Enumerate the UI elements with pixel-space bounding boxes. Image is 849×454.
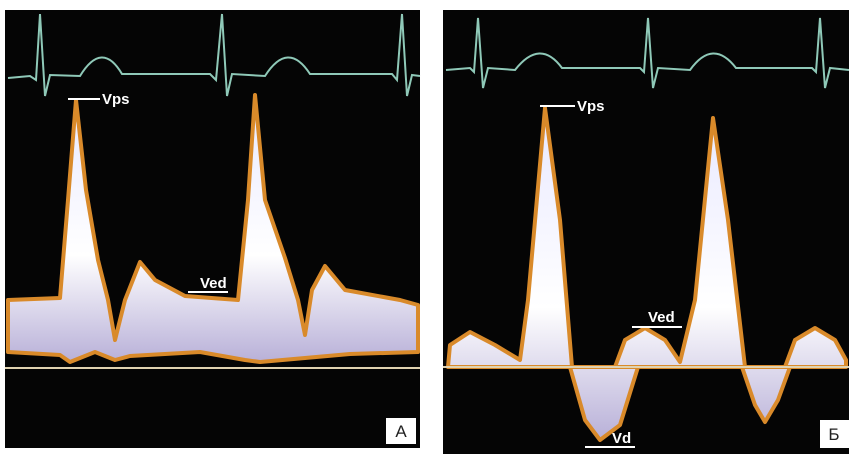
panel-letter: Б <box>828 425 839 444</box>
ved-label: Ved <box>200 275 227 292</box>
letter-box <box>820 420 849 448</box>
ecg-trace <box>445 17 849 89</box>
spectral-waveform <box>6 93 420 364</box>
panel-b: Vps Ved Vd Б <box>443 10 849 454</box>
vps-label: Vps <box>577 98 605 115</box>
panel-letter: А <box>395 422 407 441</box>
vd-label: Vd <box>612 430 631 447</box>
spectral-waveform <box>446 106 848 442</box>
panel-background <box>443 10 849 454</box>
panel-a: Vps Ved А <box>5 10 421 448</box>
letter-box <box>386 418 416 444</box>
vps-label: Vps <box>102 91 130 108</box>
ved-label: Ved <box>648 309 675 326</box>
ecg-trace <box>7 13 421 97</box>
